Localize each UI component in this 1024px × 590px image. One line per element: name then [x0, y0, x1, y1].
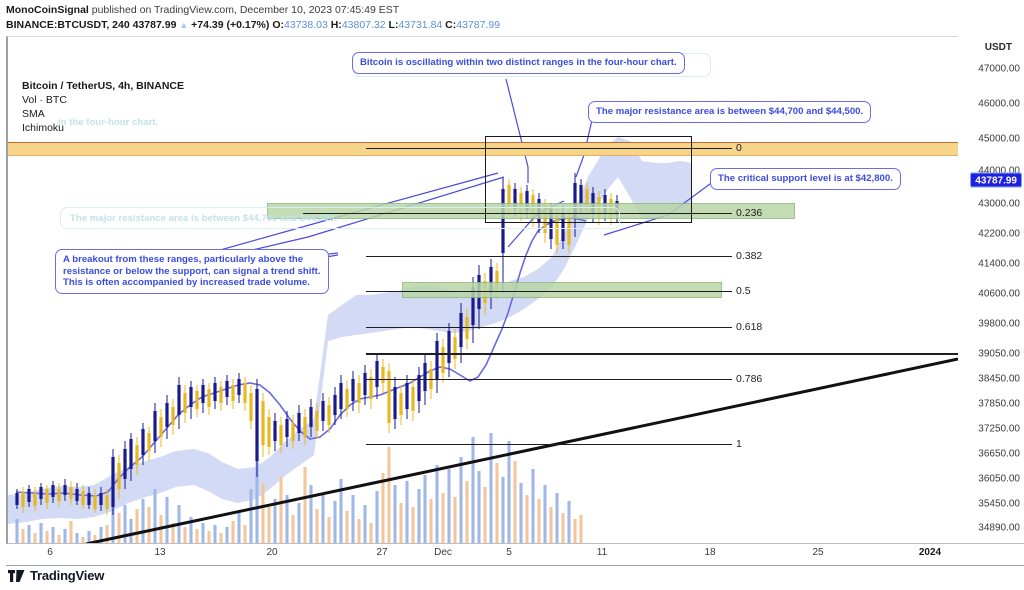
tradingview-logo-text: TradingView [30, 568, 105, 583]
ichimoku-cloud [8, 137, 618, 524]
current-price-tag: 43787.99 [970, 172, 1022, 188]
published-prefix: published on TradingView.com, [91, 4, 237, 16]
fib-label-0: 0 [736, 142, 742, 154]
fib-line-1 [366, 444, 732, 445]
legend-volume: Vol · BTC [22, 94, 67, 106]
time-tick-18: 18 [704, 547, 716, 558]
fib-line-0382 [366, 256, 732, 257]
tradingview-mark-icon [8, 569, 25, 582]
callout-4-line-1: A breakout from these ranges, particular… [63, 254, 304, 265]
ascending-trendline [85, 357, 958, 543]
price-tick-37850: 37850.00 [978, 398, 1020, 410]
fib-line-mid-thick [366, 353, 958, 355]
fib-label-0382: 0.382 [736, 250, 763, 262]
price-tick-37250: 37250.00 [978, 423, 1020, 435]
callout-2-line-1: The major resistance area is between $44… [596, 106, 864, 117]
callout-4-line-3: This is often accompanied by increased t… [63, 277, 310, 289]
price-tick-47000: 47000.00 [978, 63, 1020, 75]
callout-breakout-note[interactable]: A breakout from these ranges, particular… [55, 249, 329, 294]
price-tick-42200: 42200.00 [978, 228, 1020, 240]
price-change: +74.39 (+0.17%) [191, 19, 270, 31]
callout-3-line-1: The critical support level is at $42,800… [718, 173, 893, 184]
close-label: C: [445, 19, 457, 31]
price-tick-41400: 41400.00 [978, 258, 1020, 270]
open-label: O: [272, 19, 284, 31]
price-tick-44000: 44000.00 [978, 165, 1020, 177]
tradingview-logo[interactable]: TradingView [8, 568, 104, 583]
price-tick-38450: 38450.00 [978, 373, 1020, 385]
fib-label-0786: 0.786 [736, 373, 763, 385]
support-zone-lower [402, 282, 722, 298]
legend-title: Bitcoin / TetherUS, 4h, BINANCE [22, 80, 184, 92]
high-label: H: [330, 19, 342, 31]
low-label: L: [388, 19, 399, 31]
close-value: 43787.99 [456, 19, 501, 31]
fib-line-0618 [366, 327, 732, 328]
price-tick-46000: 46000.00 [978, 98, 1020, 110]
open-value: 43738.03 [284, 19, 328, 31]
fib-label-05: 0.5 [736, 285, 751, 297]
callout-4-line-2: resistance or below the support, can sig… [63, 265, 321, 277]
price-axis-unit: USDT [984, 42, 1012, 53]
fib-line-0786 [366, 379, 732, 380]
time-tick-11: 11 [596, 547, 608, 558]
price-tick-34890: 34890.00 [978, 522, 1020, 534]
callout-major-resistance[interactable]: The major resistance area is between $44… [588, 101, 872, 123]
fib-line-0 [366, 148, 732, 149]
ghost-text-3: The major resistance area is between $44… [70, 213, 338, 224]
price-tick-39050: 39050.00 [978, 348, 1020, 360]
ghost-callout-box-2 [60, 207, 620, 229]
chart-legend: Bitcoin / TetherUS, 4h, BINANCE Vol · BT… [22, 79, 184, 135]
time-axis[interactable]: 6 13 20 27 Dec 5 11 18 25 2024 [6, 544, 1024, 566]
ichimoku-cloud-projection [618, 137, 692, 219]
time-tick-27: 27 [376, 547, 388, 558]
callout-1-line-1: Bitcoin is oscillating within two distin… [360, 57, 677, 68]
time-tick-6: 6 [47, 547, 53, 558]
consolidation-range-box[interactable] [485, 136, 692, 223]
time-tick-2024: 2024 [918, 547, 942, 558]
fib-line-0236 [303, 213, 732, 214]
header-attribution-row: MonoCoinSignal published on TradingView.… [6, 2, 1024, 18]
price-tick-45000: 45000.00 [978, 133, 1020, 145]
chart-header: MonoCoinSignal published on TradingView.… [0, 0, 1024, 34]
price-axis[interactable]: USDT 47000.00 46000.00 45000.00 44000.00… [958, 36, 1024, 544]
price-tick-36650: 36650.00 [978, 448, 1020, 460]
resistance-zone [8, 142, 958, 156]
fib-label-0236: 0.236 [736, 207, 763, 219]
price-tick-43000: 43000.00 [978, 198, 1020, 210]
low-value: 43731.84 [398, 19, 443, 31]
price-tick-39800: 39800.00 [978, 318, 1020, 330]
last-price: 43787.99 [132, 19, 177, 31]
ghost-text-2: in the four-hour chart. [58, 117, 159, 128]
time-tick-25: 25 [812, 547, 824, 558]
time-tick-13: 13 [154, 547, 166, 558]
sma-line [15, 217, 587, 497]
fib-line-05 [366, 291, 732, 292]
symbol-label: BINANCE:BTCUSDT, 240 [6, 19, 130, 31]
published-date: December 10, 2023 07:45:49 EST [239, 4, 400, 16]
callout-critical-support[interactable]: The critical support level is at $42,800… [710, 168, 901, 190]
fib-label-0618: 0.618 [736, 321, 763, 333]
time-tick-dec: Dec [434, 547, 452, 558]
fib-label-1: 1 [736, 438, 742, 450]
high-value: 43807.32 [341, 19, 386, 31]
time-tick-5: 5 [506, 547, 512, 558]
price-tick-36050: 36050.00 [978, 473, 1020, 485]
callout-oscillating-ranges[interactable]: Bitcoin is oscillating within two distin… [352, 52, 685, 74]
time-tick-20: 20 [266, 547, 278, 558]
price-tick-35450: 35450.00 [978, 498, 1020, 510]
price-tick-40600: 40600.00 [978, 288, 1020, 300]
header-quote-row: BINANCE:BTCUSDT, 240 43787.99 ▲ +74.39 (… [6, 18, 1024, 33]
author-name: MonoCoinSignal [6, 4, 89, 16]
change-arrow-icon: ▲ [179, 20, 189, 30]
legend-sma: SMA [22, 108, 45, 120]
legend-ichimoku: Ichimoku [22, 122, 65, 134]
